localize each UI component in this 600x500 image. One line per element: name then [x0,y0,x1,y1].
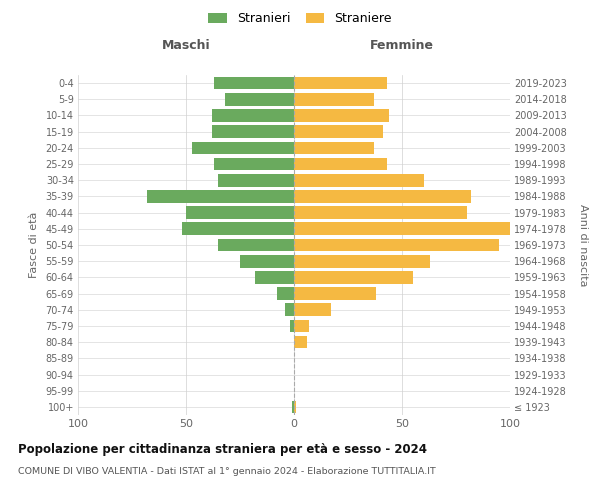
Bar [294,158,387,170]
Bar [294,109,389,122]
Bar [294,336,307,348]
Bar [294,320,309,332]
Bar [214,77,294,90]
Bar [294,288,376,300]
Bar [294,255,430,268]
Bar [294,304,331,316]
Bar [294,126,383,138]
Bar [294,400,296,413]
Bar [294,222,510,235]
Text: Maschi: Maschi [161,40,211,52]
Y-axis label: Fasce di età: Fasce di età [29,212,38,278]
Bar [292,400,294,413]
Bar [193,142,294,154]
Bar [218,174,294,186]
Bar [182,222,294,235]
Bar [214,158,294,170]
Bar [294,142,374,154]
Bar [225,93,294,106]
Bar [294,206,467,219]
Bar [186,206,294,219]
Bar [240,255,294,268]
Bar [294,238,499,252]
Bar [147,190,294,202]
Bar [218,238,294,252]
Bar [290,320,294,332]
Text: COMUNE DI VIBO VALENTIA - Dati ISTAT al 1° gennaio 2024 - Elaborazione TUTTITALI: COMUNE DI VIBO VALENTIA - Dati ISTAT al … [18,468,436,476]
Bar [294,271,413,283]
Y-axis label: Anni di nascita: Anni di nascita [578,204,588,286]
Text: Popolazione per cittadinanza straniera per età e sesso - 2024: Popolazione per cittadinanza straniera p… [18,442,427,456]
Bar [294,174,424,186]
Bar [255,271,294,283]
Legend: Stranieri, Straniere: Stranieri, Straniere [205,8,395,29]
Bar [286,304,294,316]
Bar [277,288,294,300]
Bar [294,77,387,90]
Bar [294,190,471,202]
Bar [294,93,374,106]
Bar [212,126,294,138]
Text: Femmine: Femmine [370,40,434,52]
Bar [212,109,294,122]
